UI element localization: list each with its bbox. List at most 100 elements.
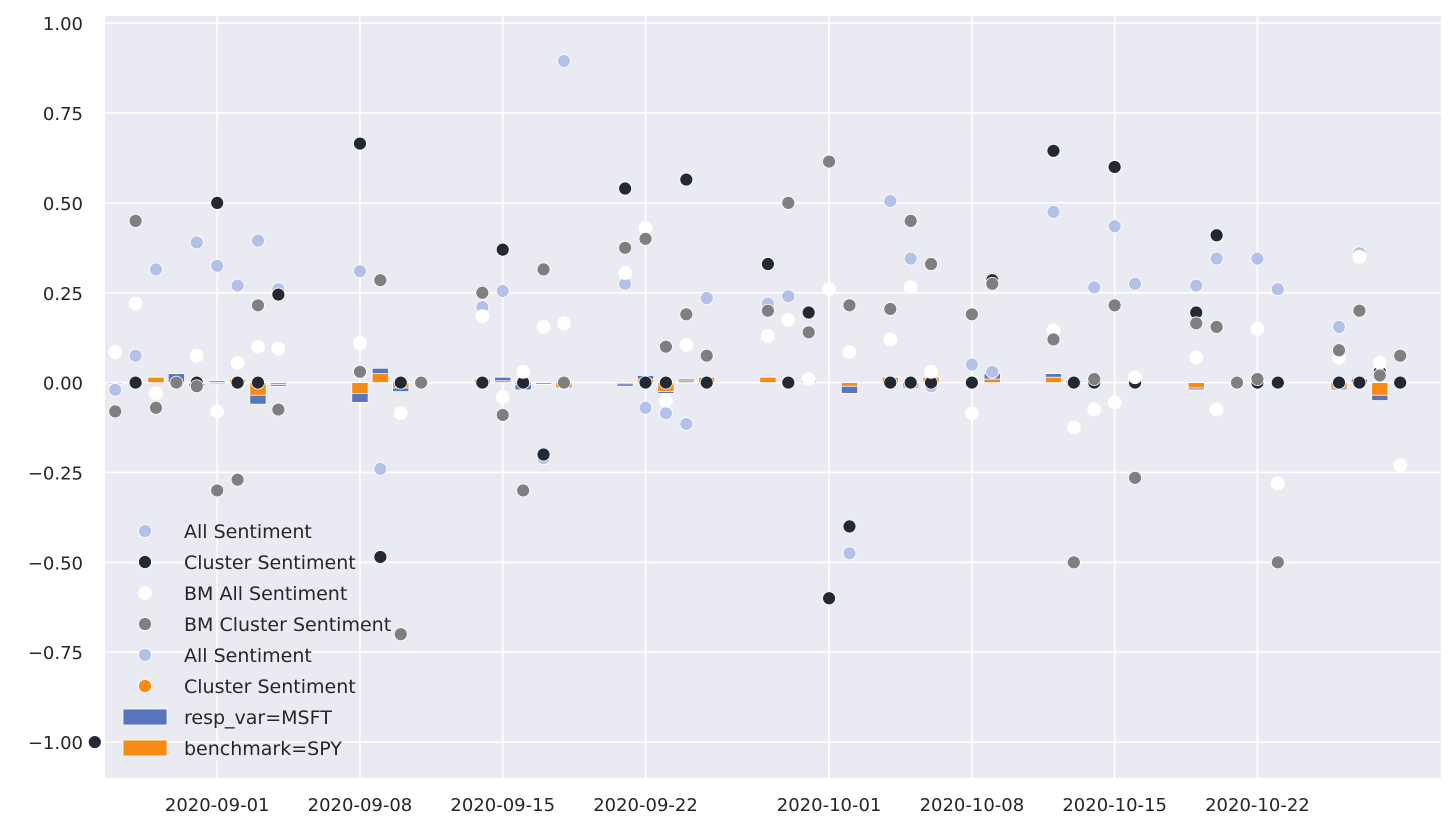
all-sentiment-point — [557, 54, 571, 68]
bm-cluster-sentiment-point — [883, 302, 898, 316]
cluster-sentiment-point — [1270, 375, 1285, 390]
spy-bar — [759, 376, 777, 384]
bm-cluster-sentiment-point — [679, 307, 694, 322]
cluster-sentiment-point — [353, 136, 367, 151]
all-sentiment-point — [1250, 251, 1265, 266]
bm-all-sentiment-point — [271, 341, 286, 356]
legend-label: benchmark=SPY — [184, 738, 342, 760]
x-tick-label: 2020-10-08 — [920, 795, 1025, 816]
cluster-sentiment-point — [699, 375, 714, 390]
bm-cluster-sentiment-point — [761, 303, 775, 318]
bm-all-sentiment-point — [495, 390, 510, 404]
all-sentiment-point — [638, 400, 653, 415]
legend: All Sentiment Cluster Sentiment BM All Sen… — [122, 521, 391, 760]
bm-all-sentiment-point — [108, 345, 123, 359]
bm-all-sentiment-point — [679, 337, 694, 352]
all-sentiment-point — [985, 364, 1000, 379]
bm-cluster-sentiment-point — [353, 364, 367, 379]
bm-cluster-sentiment-point — [618, 240, 633, 255]
bm-all-sentiment-point — [251, 339, 265, 354]
legend-marker — [122, 739, 168, 757]
bm-cluster-sentiment-point — [516, 483, 531, 498]
y-tick-label: 1.00 — [43, 14, 83, 35]
bm-all-sentiment-point — [1128, 370, 1142, 385]
bm-all-sentiment-point — [1107, 395, 1122, 410]
bm-all-sentiment-point — [1352, 249, 1367, 264]
cluster-sentiment-point — [475, 375, 490, 390]
all-sentiment-point — [903, 251, 918, 266]
bm-cluster-sentiment-point — [1107, 298, 1122, 313]
legend-marker — [138, 524, 152, 538]
all-sentiment-point — [189, 235, 204, 250]
cluster-sentiment-point — [761, 257, 775, 271]
bm-cluster-sentiment-point — [373, 273, 388, 288]
legend-label: BM Cluster Sentiment — [184, 614, 391, 636]
bm-cluster-sentiment-point — [189, 379, 204, 394]
cluster-sentiment-point — [1046, 143, 1061, 158]
cluster-sentiment-point — [87, 735, 102, 749]
bm-cluster-sentiment-point — [924, 257, 938, 271]
all-sentiment-point — [1046, 204, 1061, 219]
cluster-sentiment-point — [903, 375, 918, 390]
x-tick-label: 2020-09-01 — [165, 795, 270, 816]
bm-all-sentiment-point — [1087, 402, 1102, 417]
cluster-sentiment-point — [1107, 160, 1122, 174]
all-sentiment-point — [1270, 282, 1285, 297]
bm-cluster-sentiment-point — [1372, 368, 1387, 383]
cluster-sentiment-point — [618, 181, 633, 196]
bm-all-sentiment-point — [1189, 350, 1204, 365]
bm-cluster-sentiment-point — [822, 154, 836, 169]
bm-cluster-sentiment-point — [393, 627, 408, 642]
bm-cluster-sentiment-point — [495, 408, 510, 422]
cluster-sentiment-point — [128, 375, 143, 390]
bm-cluster-sentiment-point — [1189, 316, 1204, 331]
bm-all-sentiment-point — [801, 372, 816, 386]
spy-bar — [534, 382, 553, 385]
bm-all-sentiment-point — [761, 328, 775, 343]
x-axis-tick-labels: 2020-09-01 2020-09-08 2020-09-15 2020-09-22… — [165, 795, 1310, 816]
bm-cluster-sentiment-point — [169, 375, 184, 390]
spy-bar — [208, 382, 226, 385]
bm-all-sentiment-point — [903, 280, 918, 295]
all-sentiment-point — [210, 258, 225, 273]
y-tick-label: 0.25 — [43, 284, 83, 305]
all-sentiment-point — [1107, 219, 1122, 234]
spy-bar — [677, 380, 695, 384]
spy-bar — [840, 382, 859, 387]
all-sentiment-point — [659, 406, 673, 421]
x-tick-label: 2020-09-15 — [450, 795, 555, 816]
bm-cluster-sentiment-point — [1332, 343, 1346, 358]
cluster-sentiment-point — [659, 375, 673, 390]
bm-cluster-sentiment-point — [414, 375, 429, 390]
all-sentiment-point — [495, 284, 510, 298]
legend-marker — [138, 679, 152, 693]
spy-bar — [616, 382, 634, 385]
bm-all-sentiment-point — [883, 332, 898, 347]
bm-cluster-sentiment-point — [1087, 372, 1102, 386]
all-sentiment-point — [964, 357, 979, 372]
cluster-sentiment-point — [536, 447, 551, 462]
bm-cluster-sentiment-point — [1046, 332, 1061, 347]
bm-all-sentiment-point — [842, 345, 857, 359]
bm-all-sentiment-point — [128, 296, 143, 311]
y-tick-label: −0.75 — [28, 643, 83, 664]
bm-cluster-sentiment-point — [1066, 555, 1081, 570]
spy-bar — [1187, 382, 1205, 389]
bm-all-sentiment-point — [393, 406, 408, 421]
bm-cluster-sentiment-point — [1230, 375, 1244, 390]
all-sentiment-point — [1189, 278, 1204, 293]
all-sentiment-point — [1209, 251, 1224, 266]
bm-cluster-sentiment-point — [251, 298, 265, 313]
legend-marker — [138, 648, 152, 662]
legend-marker — [138, 617, 152, 631]
bm-cluster-sentiment-point — [801, 325, 816, 340]
all-sentiment-point — [1332, 320, 1346, 334]
x-tick-label: 2020-09-08 — [308, 795, 413, 816]
bm-all-sentiment-point — [659, 393, 673, 408]
bm-all-sentiment-point — [230, 355, 245, 370]
bm-all-sentiment-point — [1372, 355, 1387, 370]
cluster-sentiment-point — [822, 591, 836, 606]
legend-label: All Sentiment — [184, 645, 312, 667]
bm-all-sentiment-point — [781, 312, 796, 327]
all-sentiment-point — [149, 262, 163, 277]
